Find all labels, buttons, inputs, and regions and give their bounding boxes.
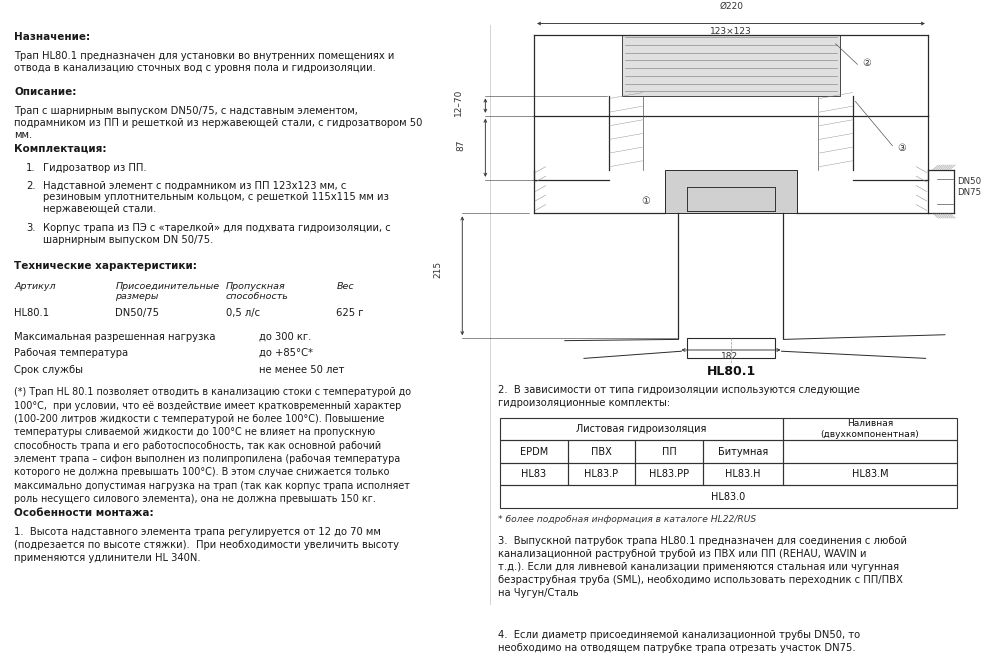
Text: Битумная: Битумная bbox=[718, 447, 768, 456]
Text: DN50
DN75: DN50 DN75 bbox=[957, 177, 981, 197]
Text: ПВХ: ПВХ bbox=[591, 447, 612, 456]
Bar bbox=[665, 170, 797, 214]
Text: Надставной элемент с подрамником из ПП 123х123 мм, с
резиновым уплотнительным ко: Надставной элемент с подрамником из ПП 1… bbox=[43, 181, 389, 214]
Text: не менее 50 лет: не менее 50 лет bbox=[259, 365, 345, 375]
Text: 87: 87 bbox=[457, 139, 466, 151]
Text: Назначение:: Назначение: bbox=[14, 32, 90, 42]
Text: Комплектация:: Комплектация: bbox=[14, 144, 107, 153]
Text: до +85°С*: до +85°С* bbox=[259, 348, 313, 358]
Bar bbox=[783, 440, 957, 463]
Text: EPDM: EPDM bbox=[520, 447, 548, 456]
Text: 3.: 3. bbox=[26, 223, 35, 233]
Text: 2.: 2. bbox=[26, 181, 35, 191]
Text: ПП: ПП bbox=[662, 447, 676, 456]
Text: Корпус трапа из ПЭ с «тарелкой» для подхвата гидроизоляции, с
шарнирным выпуском: Корпус трапа из ПЭ с «тарелкой» для подх… bbox=[43, 223, 391, 245]
Text: ①: ① bbox=[641, 196, 650, 206]
Text: 4.  Если диаметр присоединяемой канализационной трубы DN50, то
необходимо на отв: 4. Если диаметр присоединяемой канализац… bbox=[498, 630, 860, 653]
Text: Технические характеристики:: Технические характеристики: bbox=[14, 261, 197, 270]
Text: 215: 215 bbox=[434, 261, 443, 278]
Bar bbox=[500, 485, 957, 508]
Bar bbox=[783, 418, 957, 440]
Text: HL83.H: HL83.H bbox=[725, 469, 761, 479]
Text: 1.  Высота надставного элемента трапа регулируется от 12 до 70 мм
(подрезается п: 1. Высота надставного элемента трапа рег… bbox=[14, 528, 399, 563]
Text: Листовая гидроизоляция: Листовая гидроизоляция bbox=[576, 424, 706, 434]
Text: Наливная
(двухкомпонентная): Наливная (двухкомпонентная) bbox=[821, 419, 919, 439]
Text: Трап с шарнирным выпуском DN50/75, с надставным элементом,
подрамником из ПП и р: Трап с шарнирным выпуском DN50/75, с над… bbox=[14, 106, 423, 140]
Text: Описание:: Описание: bbox=[14, 87, 77, 97]
Text: HL83: HL83 bbox=[521, 469, 546, 479]
Text: Особенности монтажа:: Особенности монтажа: bbox=[14, 509, 154, 518]
Bar bbox=[703, 440, 783, 463]
Text: ③: ③ bbox=[897, 143, 906, 153]
Text: Гидрозатвор из ПП.: Гидрозатвор из ПП. bbox=[43, 163, 147, 173]
Text: ②: ② bbox=[862, 58, 871, 69]
Text: до 300 кг.: до 300 кг. bbox=[259, 332, 312, 342]
Text: Трап HL80.1 предназначен для установки во внутренних помещениях и
отвода в канал: Трап HL80.1 предназначен для установки в… bbox=[14, 52, 395, 73]
Text: Ø220: Ø220 bbox=[719, 1, 743, 10]
Bar bbox=[568, 463, 635, 485]
Text: HL80.1: HL80.1 bbox=[707, 365, 756, 377]
Bar bbox=[703, 463, 783, 485]
Text: 1.: 1. bbox=[26, 163, 35, 173]
Text: 182: 182 bbox=[721, 352, 738, 360]
Text: 0,5 л/с: 0,5 л/с bbox=[226, 308, 260, 318]
Text: HL83.M: HL83.M bbox=[852, 469, 888, 479]
Text: (*) Трап HL 80.1 позволяет отводить в канализацию стоки с температурой до
100°С,: (*) Трап HL 80.1 позволяет отводить в ка… bbox=[14, 387, 411, 504]
Bar bbox=[500, 463, 568, 485]
Bar bbox=[635, 463, 703, 485]
Text: Рабочая температура: Рабочая температура bbox=[14, 348, 128, 358]
Text: 625 г: 625 г bbox=[336, 308, 364, 318]
Text: Артикул: Артикул bbox=[14, 282, 56, 291]
Bar bbox=[783, 463, 957, 485]
Text: HL80.1: HL80.1 bbox=[14, 308, 49, 318]
Text: HL83.PP: HL83.PP bbox=[649, 469, 689, 479]
Bar bbox=[568, 440, 635, 463]
Text: Пропускная
способность: Пропускная способность bbox=[226, 282, 289, 301]
Bar bbox=[500, 418, 783, 440]
Text: Вес: Вес bbox=[336, 282, 354, 291]
Text: DN50/75: DN50/75 bbox=[115, 308, 159, 318]
Text: Срок службы: Срок службы bbox=[14, 365, 83, 375]
Text: Присоединительные
размеры: Присоединительные размеры bbox=[115, 282, 219, 301]
Text: HL83.P: HL83.P bbox=[584, 469, 618, 479]
Text: 123×123: 123×123 bbox=[710, 27, 752, 36]
Bar bbox=[687, 338, 775, 358]
Text: * более подробная информация в каталоге HL22/RUS: * более подробная информация в каталоге … bbox=[498, 515, 756, 524]
Bar bbox=[622, 35, 840, 95]
Text: 2.  В зависимости от типа гидроизоляции используются следующие
гидроизоляционные: 2. В зависимости от типа гидроизоляции и… bbox=[498, 385, 860, 408]
Bar bbox=[635, 440, 703, 463]
Text: 12–70: 12–70 bbox=[454, 89, 463, 116]
Text: HL83.0: HL83.0 bbox=[711, 492, 746, 502]
Bar bbox=[500, 440, 568, 463]
Text: 3.  Выпускной патрубок трапа HL80.1 предназначен для соединения с любой
канализа: 3. Выпускной патрубок трапа HL80.1 предн… bbox=[498, 535, 907, 597]
Text: Максимальная разрешенная нагрузка: Максимальная разрешенная нагрузка bbox=[14, 332, 216, 342]
